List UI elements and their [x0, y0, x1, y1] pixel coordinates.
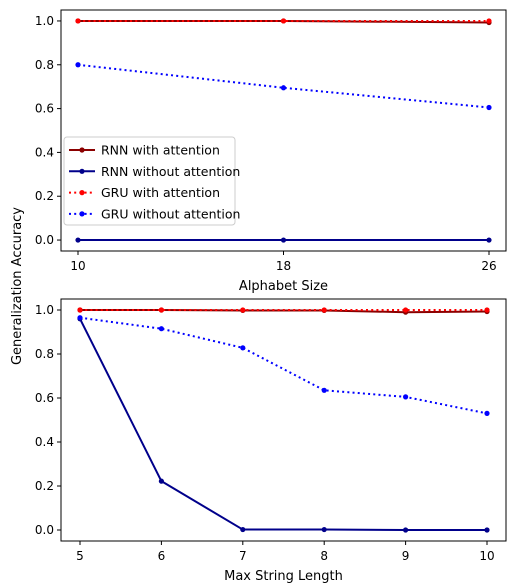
data-point	[486, 104, 492, 111]
data-point	[158, 326, 164, 332]
data-point	[280, 237, 287, 243]
y-tick-label: 0.6	[35, 391, 54, 405]
data-point	[158, 307, 164, 313]
series-line	[79, 318, 487, 531]
data-point	[77, 315, 83, 321]
y-tick-label: 0.4	[35, 435, 54, 449]
data-point	[486, 18, 492, 24]
chart-alphabet-size: 0.0 0.2 0.4 0.6 0.8 1.0 10 18 26 Alphabet Size RNN…	[35, 9, 507, 294]
data-point	[240, 307, 246, 313]
y-tick-label: 0.4	[35, 145, 54, 159]
x-axis-title: Max String Length	[224, 569, 343, 583]
series-gru-without-attention	[75, 62, 492, 111]
plot-frame	[60, 298, 507, 542]
data-point	[486, 237, 492, 243]
series-gru-with-attention	[75, 18, 492, 24]
data-point	[484, 307, 490, 313]
x-axis-title: Alphabet Size	[239, 279, 328, 294]
y-tick-label: 1.0	[35, 303, 54, 317]
legend-marker	[79, 168, 85, 174]
x-tick-label: 5	[76, 549, 84, 563]
legend-label: GRU without attention	[101, 206, 240, 221]
series-rnn-without-attention	[75, 237, 492, 243]
legend-label: RNN without attention	[101, 164, 240, 179]
legend-label: RNN with attention	[101, 143, 220, 158]
legend: RNN with attention RNN without attention G…	[63, 136, 240, 226]
legend-marker	[79, 147, 85, 153]
data-point	[321, 387, 327, 393]
x-tick-label: 8	[320, 549, 328, 563]
data-point	[403, 527, 409, 533]
data-point	[484, 410, 490, 416]
y-tick-label: 0.6	[35, 102, 54, 116]
legend-item-rnn-without-attention: RNN without attention	[69, 164, 240, 179]
data-point	[484, 527, 490, 533]
legend-item-gru-without-attention: GRU without attention	[69, 206, 240, 221]
data-point	[321, 526, 327, 533]
x-tick-label: 7	[239, 549, 247, 563]
y-tick-label: 0.2	[35, 479, 54, 493]
series-gru-without-attention	[77, 315, 490, 416]
series-gru-with-attention	[77, 307, 490, 313]
data-point	[403, 307, 409, 313]
shared-y-axis-title: Generalization Accuracy	[10, 207, 25, 365]
series-rnn-without-attention	[77, 316, 490, 533]
x-tick-label: 9	[402, 549, 410, 563]
legend-item-rnn-with-attention: RNN with attention	[69, 143, 220, 158]
legend-marker	[79, 211, 85, 217]
x-tick-label: 10	[70, 259, 85, 273]
series-line	[79, 316, 488, 415]
legend-label: GRU with attention	[101, 185, 220, 200]
data-point	[75, 62, 81, 68]
data-point	[403, 394, 409, 400]
series-rnn-with-attention	[77, 307, 490, 315]
x-tick-label: 26	[481, 259, 496, 273]
data-point	[158, 478, 164, 484]
legend-box	[63, 136, 236, 226]
data-point	[240, 526, 246, 533]
x-tick-label: 18	[276, 259, 291, 273]
data-point	[321, 307, 327, 313]
data-point	[280, 85, 287, 91]
series-line	[77, 63, 490, 109]
y-tick-label: 0.2	[35, 189, 54, 203]
data-point	[240, 345, 246, 351]
data-point	[75, 237, 81, 243]
y-tick-label: 0.8	[35, 347, 54, 361]
data-point	[280, 18, 287, 24]
chart-max-string-length: 0.0 0.2 0.4 0.6 0.8 1.0 5 6 7 8 9 10 Max String Leng…	[35, 298, 507, 583]
legend-marker	[79, 190, 85, 196]
y-tick-label: 0.0	[35, 233, 54, 247]
y-tick-label: 0.8	[35, 58, 54, 72]
x-tick-label: 6	[158, 549, 166, 563]
y-tick-label: 0.0	[35, 523, 54, 537]
y-tick-label: 1.0	[35, 14, 54, 28]
data-point	[75, 18, 81, 24]
data-point	[77, 307, 83, 313]
x-tick-label: 10	[479, 549, 494, 563]
legend-item-gru-with-attention: GRU with attention	[69, 185, 220, 200]
